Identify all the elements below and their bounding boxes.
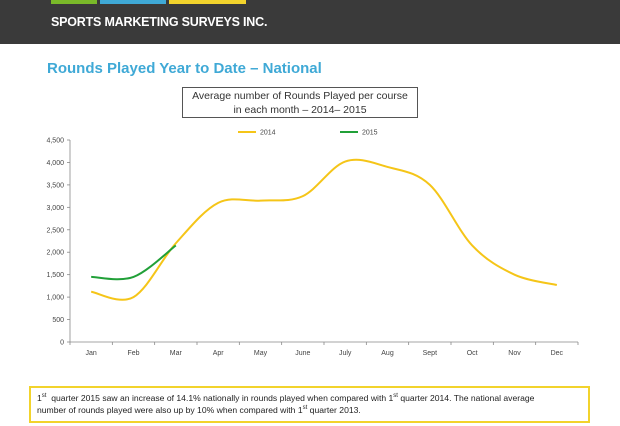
note-text: 1 <box>37 393 42 403</box>
note-text: quarter 2015 saw an increase of 14.1% na… <box>48 393 394 403</box>
y-tick-label: 1,500 <box>46 272 64 279</box>
brand-name: SPORTS MARKETING SURVEYS INC. <box>51 15 268 29</box>
chart-title-line-2: in each month – 2014– 2015 <box>233 104 367 116</box>
x-tick-label: June <box>295 350 310 357</box>
legend-label: 2015 <box>362 130 378 137</box>
x-tick-label: Oct <box>467 350 478 357</box>
y-tick-label: 3,500 <box>46 182 64 189</box>
note-superscript: st <box>302 405 308 412</box>
x-tick-label: Apr <box>213 350 225 357</box>
y-tick-label: 4,500 <box>46 138 64 145</box>
note-line-1: 1st quarter 2015 saw an increase of 14.1… <box>37 392 582 404</box>
chart-title: Average number of Rounds Played per cour… <box>182 87 418 118</box>
note-superscript: st <box>41 393 47 400</box>
x-tick-label: July <box>339 350 352 357</box>
y-tick-label: 0 <box>60 340 64 347</box>
x-tick-label: Mar <box>170 350 183 357</box>
legend-label: 2014 <box>260 130 276 137</box>
note-superscript: st <box>393 393 398 400</box>
y-tick-label: 1,000 <box>46 295 64 302</box>
accent-green <box>51 0 97 4</box>
series-line-2015 <box>91 244 177 281</box>
note-text: number of rounds played were also up by … <box>37 405 303 415</box>
y-tick-label: 500 <box>52 317 64 324</box>
header-bar: SPORTS MARKETING SURVEYS INC. <box>0 0 620 44</box>
x-tick-label: Aug <box>381 350 394 357</box>
x-tick-label: Jan <box>86 350 97 357</box>
x-tick-label: Sept <box>423 350 437 357</box>
x-tick-label: Nov <box>508 350 521 357</box>
page-title: Rounds Played Year to Date – National <box>47 60 322 77</box>
note-line-2: number of rounds played were also up by … <box>37 404 582 416</box>
x-tick-label: Feb <box>127 350 139 357</box>
x-tick-label: Dec <box>551 350 564 357</box>
accent-yellow <box>169 0 246 4</box>
note-text: quarter 2013. <box>307 405 361 415</box>
y-tick-label: 2,000 <box>46 250 64 257</box>
y-tick-label: 3,000 <box>46 205 64 212</box>
x-tick-label: May <box>254 350 268 357</box>
summary-note: 1st quarter 2015 saw an increase of 14.1… <box>29 386 590 423</box>
note-text: quarter 2014. The national average <box>397 393 535 403</box>
accent-blue <box>100 0 166 4</box>
chart-title-line-1: Average number of Rounds Played per cour… <box>192 90 408 102</box>
y-tick-label: 4,000 <box>46 160 64 167</box>
series-line-2014 <box>90 158 558 301</box>
line-chart: 0 500 1,000 1,500 2,000 2,500 3,000 3,500 4,000 4… <box>46 130 579 357</box>
y-tick-label: 2,500 <box>46 227 64 234</box>
